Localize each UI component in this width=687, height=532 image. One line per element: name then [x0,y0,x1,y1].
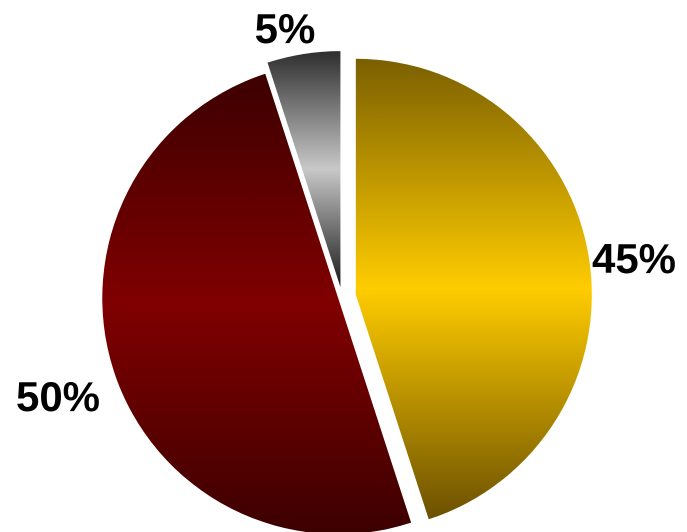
slice-label-2: 5% [255,5,316,52]
pie-slices [102,51,592,532]
slice-label-0: 45% [592,235,676,282]
pie-slice-0 [355,58,592,520]
pie-labels: 45% 50% 5% [16,5,676,420]
pie-slice-1 [102,73,412,532]
slice-label-1: 50% [16,373,100,420]
pie-slice-2 [267,51,341,288]
